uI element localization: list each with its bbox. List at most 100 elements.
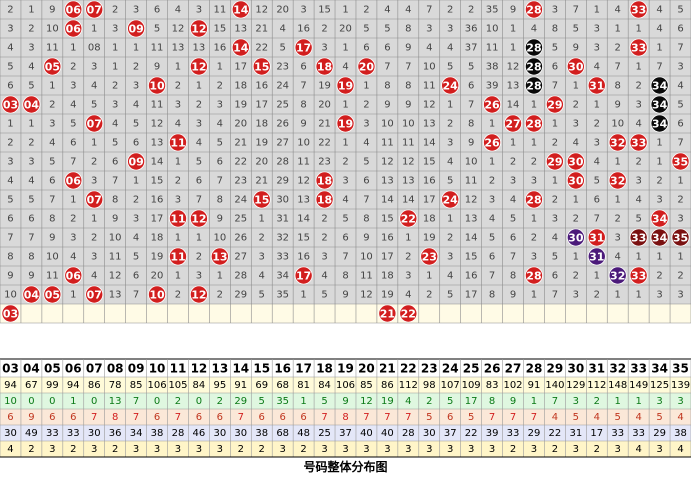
miss-count: 1 — [677, 176, 683, 187]
miss-count: 28 — [234, 271, 247, 282]
stats-value: 30 — [234, 428, 247, 439]
miss-count: 6 — [552, 62, 558, 73]
ball-label: 31 — [589, 232, 604, 245]
number-ball — [357, 57, 376, 76]
miss-count: 10 — [109, 233, 122, 244]
miss-count: 11 — [109, 252, 122, 263]
miss-count: 6 — [28, 214, 34, 225]
miss-count: 14 — [402, 195, 415, 206]
miss-count: 4 — [91, 271, 97, 282]
miss-count: 4 — [70, 100, 76, 111]
miss-count: 3 — [447, 252, 453, 263]
number-ball — [545, 95, 564, 114]
stats-row-background — [0, 377, 691, 393]
miss-count: 2 — [531, 233, 537, 244]
miss-count: 3 — [552, 214, 558, 225]
ball-label: 23 — [422, 251, 437, 264]
stats-value: 7 — [405, 412, 411, 423]
miss-count: 4 — [635, 119, 641, 130]
stats-value: 39 — [486, 428, 499, 439]
number-ball — [671, 228, 690, 247]
miss-count: 3 — [594, 138, 600, 149]
column-header: 31 — [588, 362, 605, 376]
miss-count: 2 — [175, 290, 181, 301]
miss-count: 3 — [70, 233, 76, 244]
miss-count: 30 — [276, 195, 289, 206]
miss-count: 4 — [384, 5, 390, 16]
miss-count: 1 — [196, 233, 202, 244]
stats-value: 19 — [381, 396, 394, 407]
ball-label: 12 — [191, 23, 206, 36]
miss-count: 4 — [594, 62, 600, 73]
stats-value: 0 — [154, 396, 160, 407]
ball-label: 33 — [631, 42, 646, 55]
miss-count: 4 — [28, 62, 34, 73]
stats-value: 30 — [423, 428, 436, 439]
miss-count: 1 — [489, 157, 495, 168]
ball-label: 09 — [128, 23, 143, 36]
miss-count: 6 — [384, 43, 390, 54]
stats-value: 40 — [360, 428, 373, 439]
miss-count: 8 — [615, 81, 621, 92]
ball-label: 11 — [170, 213, 185, 226]
miss-count: 2 — [175, 81, 181, 92]
miss-count: 18 — [381, 271, 394, 282]
miss-count: 1 — [552, 176, 558, 187]
miss-count: 1 — [91, 24, 97, 35]
stats-value: 2 — [594, 444, 600, 455]
miss-count: 11 — [213, 5, 226, 16]
miss-count: 3 — [447, 138, 453, 149]
ball-label: 28 — [526, 118, 541, 131]
miss-count: 4 — [594, 157, 600, 168]
miss-count: 6 — [363, 43, 369, 54]
miss-count: 2 — [426, 290, 432, 301]
stats-value: 34 — [130, 428, 143, 439]
stats-value: 33 — [611, 428, 624, 439]
miss-count: 3 — [321, 252, 327, 263]
miss-count: 1 — [49, 81, 55, 92]
miss-count: 2 — [656, 176, 662, 187]
miss-count: 6 — [133, 271, 139, 282]
stats-value: 129 — [566, 380, 585, 391]
miss-count: 5 — [363, 157, 369, 168]
stats-value: 7 — [552, 396, 558, 407]
stats-value: 85 — [130, 380, 143, 391]
number-ball — [85, 114, 104, 133]
stats-value: 31 — [569, 428, 582, 439]
stats-value: 149 — [629, 380, 648, 391]
ball-label: 29 — [547, 156, 562, 169]
miss-count: 3 — [405, 271, 411, 282]
miss-count: 35 — [486, 5, 499, 16]
stats-value: 38 — [674, 428, 687, 439]
miss-count: 5 — [112, 138, 118, 149]
miss-count: 7 — [573, 5, 579, 16]
miss-count: 2 — [405, 252, 411, 263]
ball-label: 11 — [170, 251, 185, 264]
column-header: 12 — [191, 362, 208, 376]
miss-count: 7 — [300, 81, 306, 92]
miss-count: 5 — [447, 176, 453, 187]
miss-count: 3 — [91, 252, 97, 263]
miss-count: 1 — [342, 138, 348, 149]
miss-count: 21 — [255, 176, 268, 187]
stats-value: 3 — [489, 444, 495, 455]
stats-value: 36 — [109, 428, 122, 439]
stats-value: 2 — [300, 444, 306, 455]
miss-count: 16 — [151, 195, 164, 206]
stats-value: 4 — [7, 444, 13, 455]
miss-count: 6 — [70, 138, 76, 149]
miss-count: 3 — [300, 5, 306, 16]
column-header: 29 — [547, 362, 564, 376]
miss-count: 11 — [46, 271, 59, 282]
miss-count: 9 — [405, 100, 411, 111]
number-ball — [587, 228, 606, 247]
miss-count: 2 — [510, 157, 516, 168]
number-ball — [64, 266, 83, 285]
ball-label: 33 — [631, 4, 646, 17]
stats-value: 85 — [360, 380, 373, 391]
number-ball — [231, 38, 250, 57]
stats-value: 2 — [112, 444, 118, 455]
miss-count: 6 — [133, 138, 139, 149]
ball-label: 20 — [359, 61, 375, 74]
stats-value: 2 — [70, 444, 76, 455]
